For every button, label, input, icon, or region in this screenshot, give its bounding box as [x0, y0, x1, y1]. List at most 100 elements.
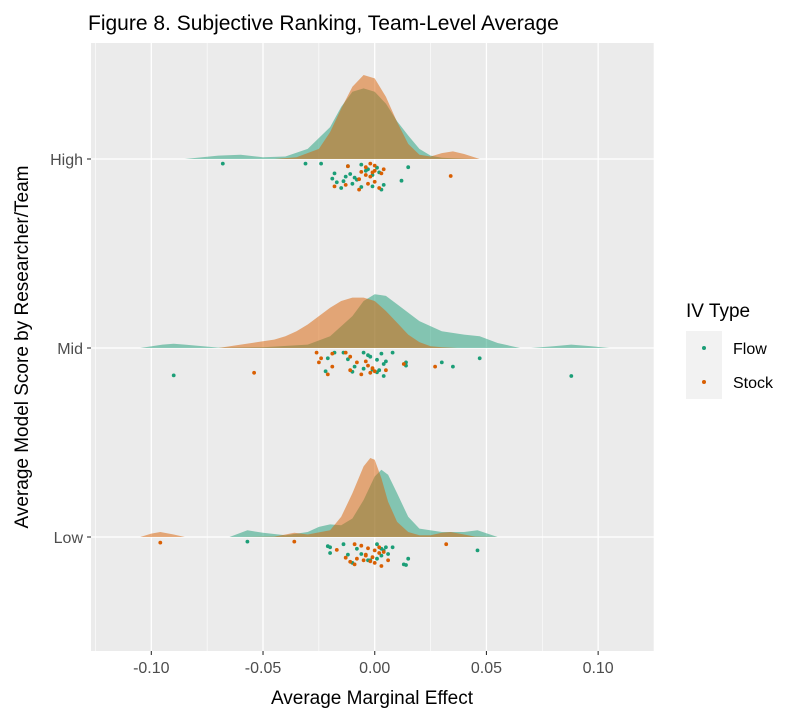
point-flow-high — [348, 172, 353, 176]
point-flow-high — [359, 185, 364, 189]
point-stock-high — [363, 165, 368, 170]
point-stock-mid — [363, 359, 368, 364]
point-flow-mid — [346, 357, 350, 362]
point-flow-low — [346, 552, 350, 557]
x-tick-label: -0.10 — [133, 660, 170, 677]
point-stock-low — [292, 539, 297, 544]
point-flow-mid — [569, 374, 574, 378]
point-stock-mid — [348, 354, 353, 359]
point-flow-mid — [390, 350, 395, 355]
point-stock-low — [372, 561, 377, 565]
point-flow-high — [350, 181, 355, 186]
point-flow-low — [245, 539, 250, 544]
point-stock-low — [343, 555, 348, 560]
point-stock-mid — [325, 372, 330, 377]
point-flow-high — [381, 183, 386, 187]
point-stock-low — [352, 562, 357, 567]
point-stock-low — [355, 556, 359, 561]
point-flow-low — [386, 552, 390, 556]
point-flow-low — [406, 556, 411, 561]
legend-entries: Flow Stock — [686, 331, 774, 399]
point-flow-low — [375, 542, 379, 547]
point-stock-mid — [401, 362, 406, 366]
point-stock-mid — [330, 351, 335, 356]
point-flow-mid — [477, 356, 482, 361]
point-stock-high — [370, 170, 375, 175]
point-flow-low — [328, 545, 332, 550]
jitter-points — [158, 161, 574, 568]
point-stock-low — [381, 550, 386, 554]
point-stock-mid — [314, 350, 319, 355]
point-flow-mid — [451, 364, 455, 369]
point-flow-high — [303, 161, 308, 166]
point-flow-mid — [171, 373, 176, 378]
point-flow-low — [328, 551, 332, 555]
density-ridges — [140, 75, 610, 537]
legend-label-flow: Flow — [733, 341, 767, 358]
point-stock-mid — [368, 370, 373, 375]
point-flow-high — [370, 184, 375, 189]
point-stock-low — [372, 548, 377, 553]
point-flow-mid — [361, 366, 366, 371]
point-stock-low — [361, 558, 366, 563]
point-stock-low — [366, 546, 370, 551]
legend-title: IV Type — [686, 301, 750, 322]
point-flow-low — [359, 552, 364, 556]
point-stock-low — [363, 552, 368, 557]
point-flow-low — [475, 548, 480, 553]
point-stock-mid — [252, 370, 256, 375]
point-flow-low — [341, 542, 346, 547]
point-stock-low — [334, 548, 339, 552]
point-stock-mid — [348, 368, 353, 373]
point-flow-high — [332, 171, 337, 176]
point-stock-mid — [370, 366, 375, 371]
point-flow-high — [339, 186, 344, 190]
y-tick-label-low: Low — [54, 530, 84, 547]
point-stock-mid — [330, 364, 335, 369]
point-flow-high — [341, 179, 346, 184]
point-stock-low — [377, 545, 382, 550]
point-stock-high — [343, 183, 348, 187]
point-flow-mid — [361, 350, 366, 355]
point-stock-high — [381, 167, 386, 172]
legend-label-stock: Stock — [733, 375, 774, 392]
point-flow-high — [359, 162, 364, 167]
point-stock-high — [332, 184, 337, 189]
point-flow-low — [384, 545, 388, 550]
point-flow-mid — [384, 359, 388, 364]
point-stock-mid — [355, 360, 359, 365]
point-stock-mid — [366, 363, 370, 368]
point-flow-low — [375, 556, 379, 561]
point-flow-mid — [381, 374, 386, 378]
point-stock-high — [357, 187, 361, 192]
x-tick-label: -0.05 — [245, 660, 282, 677]
point-stock-low — [368, 559, 373, 564]
point-stock-low — [359, 543, 364, 548]
point-flow-high — [319, 161, 323, 166]
point-stock-high — [368, 174, 373, 179]
point-stock-low — [370, 555, 375, 560]
density-stock-high — [274, 75, 480, 159]
point-stock-low — [158, 540, 163, 545]
point-flow-mid — [368, 354, 373, 359]
point-stock-high — [377, 186, 382, 190]
point-stock-low — [377, 551, 382, 555]
chart-title: Figure 8. Subjective Ranking, Team-Level… — [88, 12, 559, 35]
legend-swatch-flow — [702, 346, 706, 350]
point-flow-high — [330, 176, 335, 181]
point-stock-high — [357, 177, 361, 182]
point-flow-high — [334, 180, 339, 185]
point-stock-mid — [372, 369, 377, 374]
point-flow-mid — [381, 362, 386, 366]
point-flow-high — [399, 178, 404, 183]
point-stock-high — [379, 171, 384, 176]
x-axis: -0.10 -0.05 0.00 0.05 0.10 — [133, 651, 614, 677]
y-tick-label-mid: Mid — [57, 341, 83, 358]
point-flow-high — [406, 165, 411, 170]
point-stock-high — [346, 164, 350, 169]
x-axis-label: Average Marginal Effect — [271, 688, 474, 709]
point-stock-low — [348, 559, 353, 564]
point-stock-mid — [317, 360, 321, 365]
point-stock-mid — [433, 364, 437, 369]
